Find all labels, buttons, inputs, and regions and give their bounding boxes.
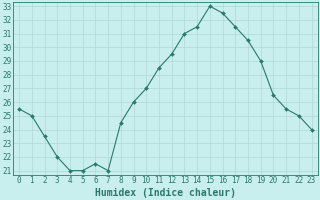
- X-axis label: Humidex (Indice chaleur): Humidex (Indice chaleur): [95, 188, 236, 198]
